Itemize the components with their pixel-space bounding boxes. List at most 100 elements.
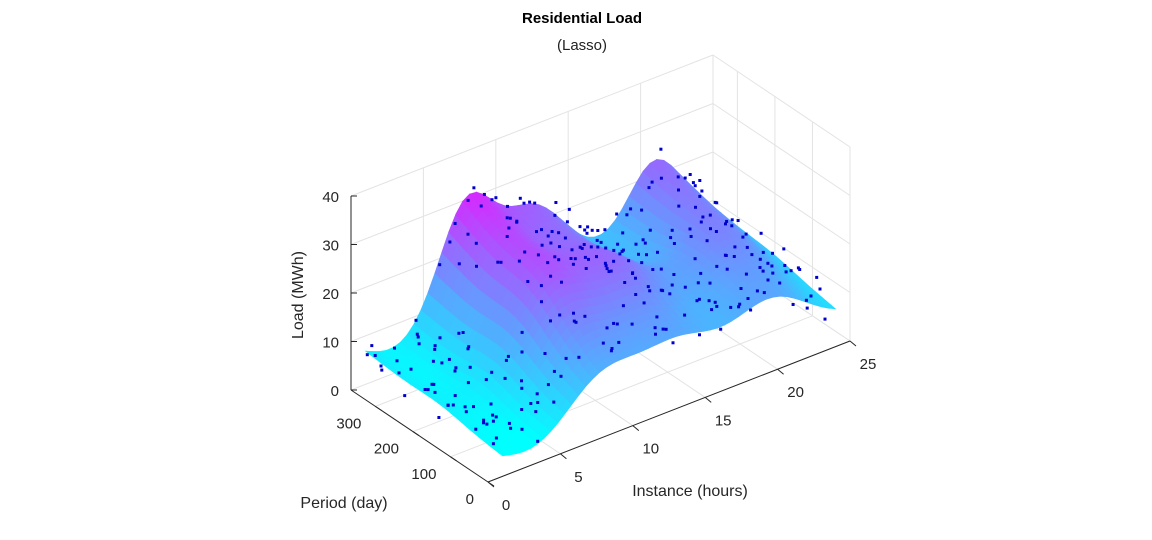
grid-line	[712, 151, 851, 245]
observation-point	[707, 299, 711, 303]
observation-point	[414, 318, 418, 322]
z-axis-label: Load (MWh)	[290, 251, 307, 339]
observation-point	[621, 231, 625, 235]
observation-point	[664, 327, 668, 331]
observation-point	[438, 336, 442, 340]
observation-point	[629, 207, 633, 211]
observation-point	[623, 281, 627, 284]
observation-point	[499, 260, 503, 264]
observation-point	[475, 264, 478, 268]
grid-line	[712, 54, 851, 148]
observation-point	[540, 243, 544, 247]
observation-point	[672, 242, 676, 245]
observation-point	[715, 264, 719, 268]
observation-point	[583, 228, 587, 232]
observation-point	[397, 371, 401, 375]
observation-point	[691, 181, 695, 185]
observation-point	[507, 421, 511, 425]
observation-point	[705, 239, 709, 243]
observation-point	[744, 272, 748, 276]
observation-point	[771, 271, 775, 275]
observation-point	[612, 321, 616, 325]
observation-point	[466, 381, 470, 385]
observation-point	[739, 287, 743, 290]
y-tick-labels: 0 100 200 300	[336, 415, 474, 508]
observation-point	[669, 236, 673, 240]
observation-point	[571, 262, 575, 266]
observation-point	[646, 285, 650, 289]
observation-point	[453, 394, 457, 398]
observation-point	[553, 213, 557, 217]
observation-point	[457, 331, 461, 335]
observation-point	[741, 235, 745, 239]
observation-point	[546, 383, 550, 387]
observation-point	[520, 350, 524, 354]
observation-point	[715, 201, 719, 205]
observation-point	[607, 270, 611, 273]
x-tick-label: 15	[715, 412, 732, 429]
observation-point	[612, 259, 616, 263]
x-tick-mark	[704, 397, 712, 403]
observation-point	[577, 355, 581, 359]
grid-line	[712, 103, 851, 196]
observation-point	[617, 340, 621, 344]
observation-point	[440, 361, 444, 365]
chart-title: Residential Load	[522, 10, 642, 27]
y-tick-label: 200	[374, 441, 399, 458]
observation-point	[540, 300, 543, 304]
observation-point	[605, 267, 609, 271]
observation-point	[796, 266, 800, 270]
observation-point	[755, 289, 759, 293]
x-tick-label: 0	[502, 497, 510, 514]
observation-point	[762, 291, 766, 295]
observation-point	[590, 228, 594, 232]
observation-point	[482, 193, 486, 196]
x-axis-line	[487, 340, 851, 483]
observation-point	[700, 189, 704, 193]
observation-point	[689, 235, 693, 238]
observation-point	[574, 320, 578, 324]
observation-point	[698, 179, 702, 182]
observation-point	[615, 212, 619, 216]
observation-point	[468, 365, 472, 369]
observation-point	[482, 418, 486, 422]
observation-point	[610, 347, 614, 350]
observation-points	[365, 147, 827, 446]
observation-point	[558, 313, 562, 317]
observation-point	[474, 427, 478, 431]
observation-point	[526, 280, 530, 283]
observation-point	[708, 281, 712, 285]
observation-point	[688, 173, 692, 176]
observation-point	[659, 267, 663, 271]
observation-point	[603, 228, 607, 232]
observation-point	[520, 408, 524, 411]
observation-point	[653, 326, 657, 330]
y-tick-mark	[450, 456, 457, 462]
grid-line	[712, 200, 851, 293]
observation-point	[770, 264, 774, 268]
observation-point	[688, 227, 692, 231]
observation-point	[603, 261, 607, 265]
observation-point	[784, 270, 788, 274]
observation-point	[595, 238, 599, 242]
observation-point	[809, 294, 813, 298]
observation-point	[736, 219, 740, 222]
observation-point	[651, 268, 655, 271]
observation-point	[654, 332, 657, 336]
y-tick-label: 100	[411, 466, 436, 483]
observation-point	[559, 374, 563, 378]
observation-point	[431, 359, 435, 363]
observation-point	[698, 333, 701, 337]
observation-point	[518, 196, 522, 200]
z-tick-label: 40	[322, 189, 339, 206]
observation-point	[683, 285, 687, 289]
observation-point	[625, 213, 629, 217]
observation-point	[723, 253, 727, 257]
x-tick-mark	[777, 368, 784, 375]
observation-point	[536, 401, 540, 404]
surface-mesh	[364, 158, 837, 457]
observation-point	[758, 257, 762, 261]
observation-point	[696, 281, 700, 285]
observation-point	[560, 280, 563, 284]
